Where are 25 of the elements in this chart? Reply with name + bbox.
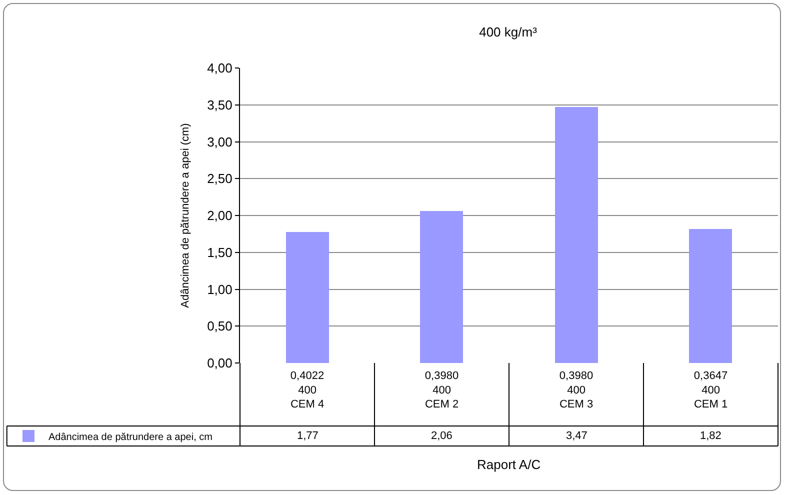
y-tick-label: 0,00 — [207, 356, 232, 371]
y-axis-title: Adâncimea de pătrundere a apei (cm) — [180, 123, 192, 308]
data-label: 2,06 — [431, 430, 452, 442]
y-tick-label: 2,00 — [207, 208, 232, 224]
x-axis-title: Raport A/C — [477, 457, 541, 472]
x-tick-label: 0,3647 400 CEM 1 — [694, 370, 728, 411]
bar — [555, 107, 598, 363]
bar — [286, 232, 329, 363]
data-label: 1,82 — [700, 430, 722, 442]
data-label: 1,77 — [297, 430, 318, 442]
bar — [420, 211, 463, 363]
x-tick-label: 0,4022 400 CEM 4 — [290, 370, 324, 411]
data-label: 3,47 — [566, 430, 588, 442]
legend-label: Adâncimea de pătrundere a apei, cm — [48, 432, 212, 443]
y-tick-label: 4,00 — [207, 60, 232, 76]
bar — [689, 229, 732, 363]
y-tick-label: 3,50 — [207, 97, 232, 112]
x-tick-label: 0,3980 400 CEM 2 — [424, 370, 459, 411]
y-tick-label: 0,50 — [207, 318, 232, 334]
y-tick-label: 1,00 — [207, 282, 232, 297]
chart-title: 400 kg/m³ — [479, 24, 538, 40]
x-tick-label: 0,3980 400 CEM 3 — [559, 370, 594, 411]
y-tick-label: 1,50 — [207, 244, 232, 260]
y-tick-label: 2,50 — [207, 171, 232, 186]
y-tick-label: 3,00 — [207, 134, 232, 150]
